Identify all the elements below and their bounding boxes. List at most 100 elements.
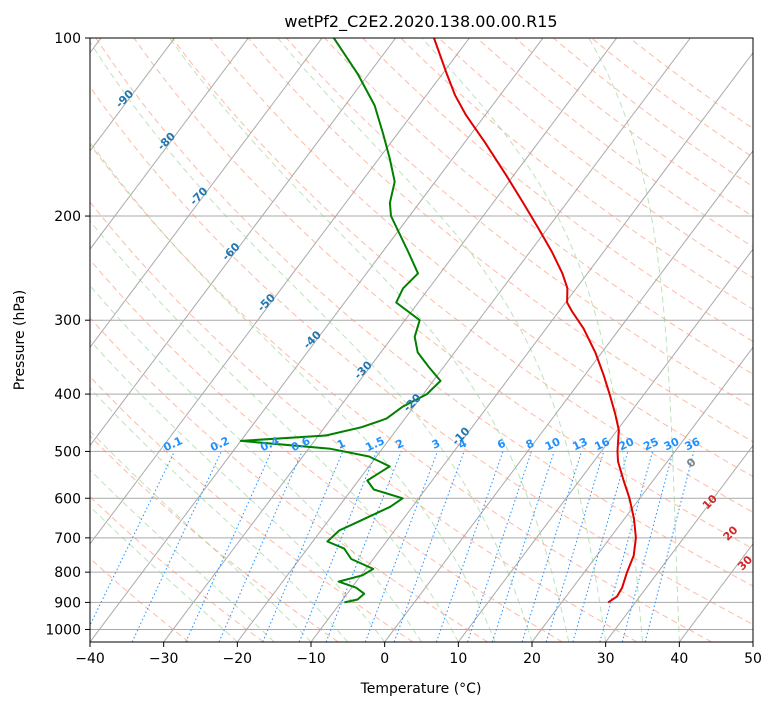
x-tick-label: −10 (296, 651, 326, 667)
isotherm-label: -40 (301, 328, 324, 351)
mixing-ratio-label: 10 (543, 435, 563, 453)
isotherm-label: -70 (187, 184, 210, 207)
isotherm-line (163, 38, 618, 642)
x-tick-label: 0 (380, 651, 389, 667)
dry-adiabat-line (90, 86, 753, 626)
moist-adiabat-line (90, 430, 312, 642)
isotherm-label: -80 (155, 130, 178, 153)
x-tick-label: −20 (223, 651, 253, 667)
isotherm-line (90, 38, 397, 447)
mixing-ratio-line (262, 451, 344, 642)
x-axis-label: Temperature (°C) (360, 681, 482, 697)
isotherm-line (90, 38, 544, 642)
dry-adiabat-line (286, 38, 753, 409)
isotherm-line (310, 51, 753, 642)
y-tick-label: 1000 (45, 622, 81, 638)
x-tick-label: 10 (449, 651, 467, 667)
isotherm-line (457, 248, 753, 642)
dry-adiabat-line (90, 259, 563, 642)
dry-adiabat-line (209, 38, 753, 478)
mixing-ratio-line (364, 451, 438, 642)
dewpoint-profile-line (239, 38, 442, 604)
dry-adiabat-label: 30 (735, 553, 755, 573)
isotherm-line (236, 38, 691, 642)
dry-adiabat-line (514, 38, 753, 218)
dry-adiabat-line (476, 38, 753, 248)
dry-adiabat-line (90, 557, 190, 642)
mixing-ratio-label: 13 (570, 435, 589, 453)
isotherm-label: -10 (449, 424, 472, 447)
y-axis: 100 200 300 400 500 600 700 800 900 1000 (45, 31, 90, 638)
mixing-ratio-label: 16 (592, 435, 612, 453)
mixing-ratio-label: 3 (430, 437, 442, 452)
plot-frame (89, 37, 754, 643)
series-layer (239, 38, 637, 604)
y-tick-label: 100 (54, 31, 81, 47)
x-tick-label: 50 (744, 651, 762, 667)
moist-adiabat-line (277, 38, 607, 642)
mixing-ratio-label: 8 (524, 437, 536, 452)
moist-adiabat-line (90, 41, 533, 642)
x-axis: −40 −30 −20 −10 0 10 20 30 40 50 (75, 642, 762, 667)
moist-adiabat-line (90, 469, 275, 642)
mixing-ratio-label: 25 (641, 435, 660, 453)
moist-adiabat-line (90, 284, 422, 642)
background-lines (90, 38, 753, 642)
dry-adiabat-label: 0 (684, 455, 699, 470)
dry-adiabat-line (324, 38, 753, 375)
mixing-ratio-line (572, 451, 629, 642)
mixing-ratio-line (599, 451, 654, 642)
isotherm-label: -100 (62, 50, 91, 79)
dry-adiabat-line (362, 38, 753, 343)
dry-adiabat-line (438, 38, 753, 279)
mixing-ratio-line (545, 451, 605, 642)
mixing-ratio-label: 6 (495, 437, 508, 452)
dry-adiabat-line (552, 38, 753, 188)
moist-adiabat-line (588, 38, 680, 642)
y-tick-label: 300 (54, 313, 81, 329)
isotherm-line (90, 38, 249, 250)
mixing-ratio-line (435, 451, 504, 642)
isotherm-line (678, 542, 753, 642)
mixing-ratio-line (491, 451, 555, 642)
isotherm-label: -30 (352, 358, 375, 381)
x-tick-label: 20 (523, 651, 541, 667)
mixing-ratio-line (185, 451, 272, 642)
isotherm-line (752, 641, 753, 642)
y-tick-label: 800 (54, 565, 81, 581)
mixing-ratio-line (218, 451, 303, 642)
dry-adiabat-label: 10 (700, 492, 720, 512)
x-tick-label: −40 (75, 651, 105, 667)
mixing-ratio-line (644, 451, 695, 642)
isotherm-line (90, 38, 176, 152)
moist-adiabat-line (169, 38, 570, 642)
mixing-ratio-line (521, 451, 583, 642)
mixing-ratio-line (90, 451, 175, 627)
moist-adiabat-line (90, 141, 496, 642)
y-tick-label: 200 (54, 209, 81, 225)
x-tick-label: 30 (597, 651, 615, 667)
y-tick-label: 900 (54, 595, 81, 611)
mixing-ratio-line (393, 451, 465, 642)
y-tick-label: 600 (54, 491, 81, 507)
x-tick-label: −30 (149, 651, 179, 667)
moist-adiabat-line (90, 387, 349, 642)
dry-adiabat-line (90, 495, 264, 642)
dry-adiabat-label: 40 (752, 584, 772, 604)
dry-adiabat-line (90, 201, 638, 642)
mixing-ratio-line (131, 451, 222, 642)
dry-adiabat-line (133, 38, 753, 550)
moist-adiabat-line (90, 505, 238, 642)
mixing-ratio-line (467, 451, 532, 642)
isotherm-line (384, 150, 753, 642)
x-tick-label: 40 (670, 651, 688, 667)
isotherm-line (90, 38, 323, 349)
dry-adiabat-line (90, 143, 712, 642)
dry-adiabat-line (95, 38, 753, 587)
isotherm-label: -50 (255, 291, 278, 314)
mixing-ratio-label: 20 (617, 435, 637, 453)
isotherm-line (90, 38, 470, 545)
chart-title: wetPf2_C2E2.2020.138.00.00.R15 (284, 12, 557, 32)
